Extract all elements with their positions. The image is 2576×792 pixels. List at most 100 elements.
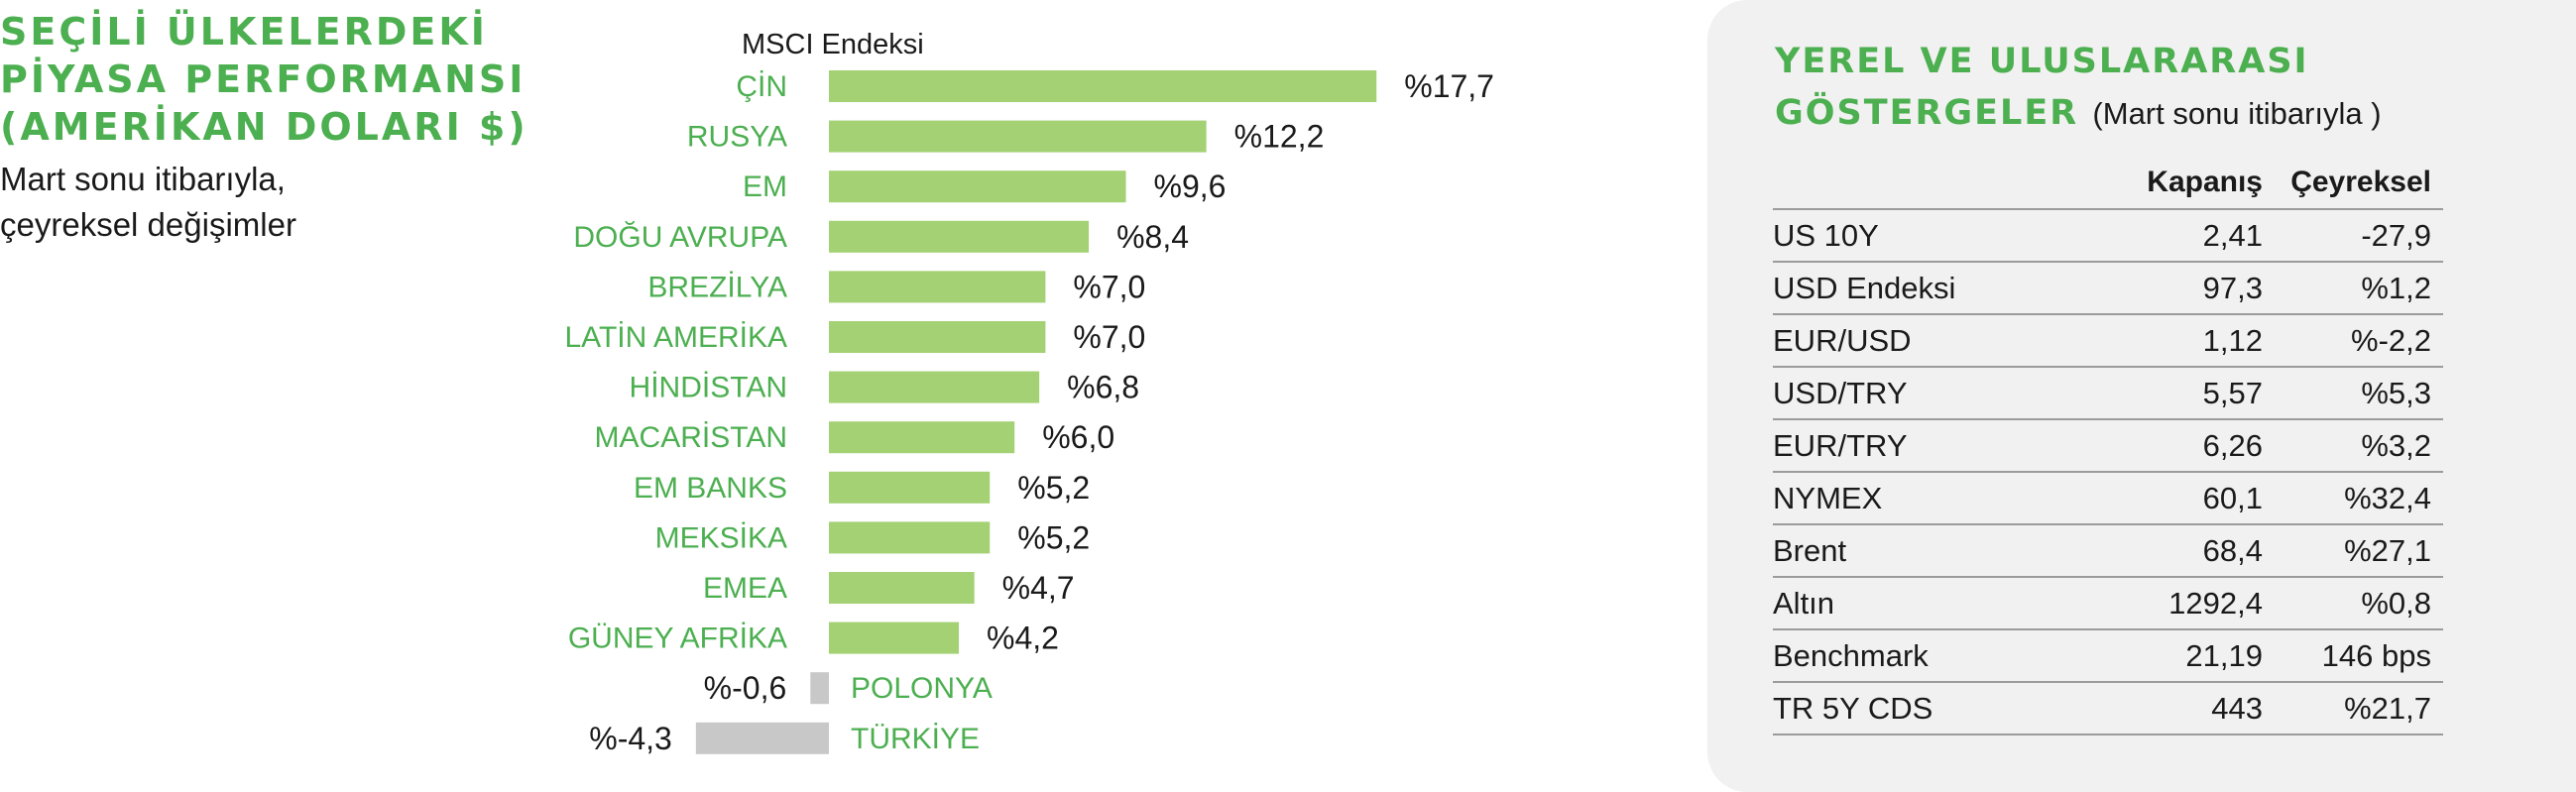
bar-6 (829, 371, 1040, 403)
chart-heading: SEÇİLİ ÜLKELERDEKİ PİYASA PERFORMANSI (A… (0, 8, 555, 151)
indicator-quarterly: %21,7 (2275, 682, 2443, 735)
value-label: %9,6 (1154, 169, 1227, 204)
bar-13 (695, 722, 829, 754)
indicators-heading-line-2-wrap: GÖSTERGELER (Mart sonu itibarıyla ) (1775, 87, 2548, 140)
indicator-name: US 10Y (1773, 209, 2096, 263)
value-label: %7,0 (1073, 319, 1145, 355)
table-row: Altın 1292,4 %0,8 (1773, 577, 2443, 630)
value-label: %8,4 (1116, 219, 1189, 255)
table-row: Brent 68,4 %27,1 (1773, 524, 2443, 578)
category-label: RUSYA (687, 121, 787, 154)
indicator-close: 68,4 (2096, 524, 2275, 578)
value-label: %-4,3 (589, 721, 672, 756)
header-close: Kapanış (2147, 166, 2263, 198)
indicators-heading-line-1: YEREL VE ULUSLARARASI (1775, 42, 2309, 81)
category-label: EMEA (703, 572, 787, 605)
chart-heading-line-1: SEÇİLİ ÜLKELERDEKİ (0, 10, 488, 54)
category-label: MACARİSTAN (595, 421, 787, 454)
table-row: NYMEX 60,1 %32,4 (1773, 472, 2443, 525)
bar-7 (829, 421, 1015, 454)
indicator-name: Benchmark (1773, 629, 2096, 683)
bar-10 (829, 572, 975, 604)
table-row: USD Endeksi 97,3 %1,2 (1773, 262, 2443, 315)
table-row: Benchmark 21,19 146 bps (1773, 629, 2443, 683)
value-label: %17,7 (1404, 68, 1494, 104)
indicator-quarterly: -27,9 (2275, 209, 2443, 263)
indicator-quarterly: 146 bps (2275, 629, 2443, 683)
value-label: %4,7 (1002, 570, 1075, 606)
category-label: POLONYA (851, 672, 993, 705)
indicator-close: 5,57 (2096, 367, 2275, 420)
indicator-close: 1,12 (2096, 314, 2275, 368)
bar-12 (810, 672, 829, 705)
bar-0 (829, 70, 1377, 102)
indicator-quarterly: %0,8 (2275, 577, 2443, 630)
value-label: %5,2 (1017, 519, 1090, 555)
value-label: %7,0 (1073, 269, 1145, 304)
indicator-quarterly: %5,3 (2275, 367, 2443, 420)
bar-9 (829, 521, 991, 554)
value-label: %5,2 (1017, 470, 1090, 506)
bar-2 (829, 170, 1126, 203)
indicator-close: 2,41 (2096, 209, 2275, 263)
indicators-table: Kapanış Çeyreksel US 10Y 2,41 -27,9 USD … (1773, 157, 2443, 735)
indicator-quarterly: %1,2 (2275, 262, 2443, 315)
table-row: US 10Y 2,41 -27,9 (1773, 209, 2443, 263)
chart-heading-line-2: PİYASA PERFORMANSI (0, 57, 527, 101)
indicator-name: USD/TRY (1773, 367, 2096, 420)
category-label: DOĞU AVRUPA (573, 221, 787, 254)
indicator-close: 60,1 (2096, 472, 2275, 525)
table-row: EUR/TRY 6,26 %3,2 (1773, 419, 2443, 473)
indicator-name: EUR/TRY (1773, 419, 2096, 473)
category-label: EM BANKS (634, 472, 787, 505)
indicators-heading: YEREL VE ULUSLARARASI GÖSTERGELER (Mart … (1775, 36, 2548, 140)
indicator-close: 21,19 (2096, 629, 2275, 683)
indicators-header-row: Kapanış Çeyreksel (1773, 157, 2443, 209)
table-row: TR 5Y CDS 443 %21,7 (1773, 682, 2443, 735)
indicators-heading-line-2: GÖSTERGELER (1775, 93, 2079, 133)
value-label: %4,2 (987, 621, 1059, 656)
indicator-close: 6,26 (2096, 419, 2275, 473)
indicator-name: Brent (1773, 524, 2096, 578)
chart-subheading: Mart sonu itibarıyla, çeyreksel değişiml… (0, 157, 555, 248)
indicators-subheading: (Mart sonu itibarıyla ) (2092, 96, 2382, 131)
indicator-close: 443 (2096, 682, 2275, 735)
indicator-quarterly: %27,1 (2275, 524, 2443, 578)
category-label: HİNDİSTAN (630, 372, 787, 404)
bar-8 (829, 471, 991, 504)
category-label: LATİN AMERİKA (564, 321, 787, 354)
bars-layer: ÇİN %17,7 RUSYA %12,2 EM %9,6 DOĞU AVRUPA %8,4 B… (564, 68, 1493, 756)
bar-5 (829, 321, 1046, 353)
indicator-name: NYMEX (1773, 472, 2096, 525)
indicator-close: 97,3 (2096, 262, 2275, 315)
value-label: %12,2 (1234, 119, 1325, 155)
indicator-name: Altın (1773, 577, 2096, 630)
bar-11 (829, 622, 960, 654)
bar-4 (829, 271, 1046, 303)
indicator-name: EUR/USD (1773, 314, 2096, 368)
chart-title: MSCI Endeksi (742, 29, 924, 60)
header-name (1773, 157, 2096, 209)
category-label: TÜRKİYE (851, 723, 980, 755)
value-label: %6,8 (1067, 370, 1139, 405)
header-quarterly: Çeyreksel (2290, 166, 2431, 198)
indicator-quarterly: %32,4 (2275, 472, 2443, 525)
category-label: ÇİN (736, 70, 787, 103)
chart-subheading-line-1: Mart sonu itibarıyla, (0, 161, 286, 197)
indicator-name: USD Endeksi (1773, 262, 2096, 315)
category-label: BREZİLYA (647, 271, 787, 303)
indicator-quarterly: %-2,2 (2275, 314, 2443, 368)
indicator-close: 1292,4 (2096, 577, 2275, 630)
indicator-name: TR 5Y CDS (1773, 682, 2096, 735)
msci-bar-chart: MSCI Endeksi ÇİN %17,7 RUSYA %12,2 EM %9,6 DOĞ… (564, 29, 1493, 756)
chart-heading-line-3: (AMERİKAN DOLARI $) (0, 105, 528, 149)
indicator-quarterly: %3,2 (2275, 419, 2443, 473)
table-row: EUR/USD 1,12 %-2,2 (1773, 314, 2443, 368)
bar-1 (829, 120, 1207, 153)
value-label: %6,0 (1042, 419, 1114, 455)
category-label: EM (743, 170, 787, 203)
chart-subheading-line-2: çeyreksel değişimler (0, 206, 296, 243)
bar-3 (829, 220, 1090, 253)
category-label: GÜNEY AFRİKA (568, 622, 787, 655)
table-row: USD/TRY 5,57 %5,3 (1773, 367, 2443, 420)
